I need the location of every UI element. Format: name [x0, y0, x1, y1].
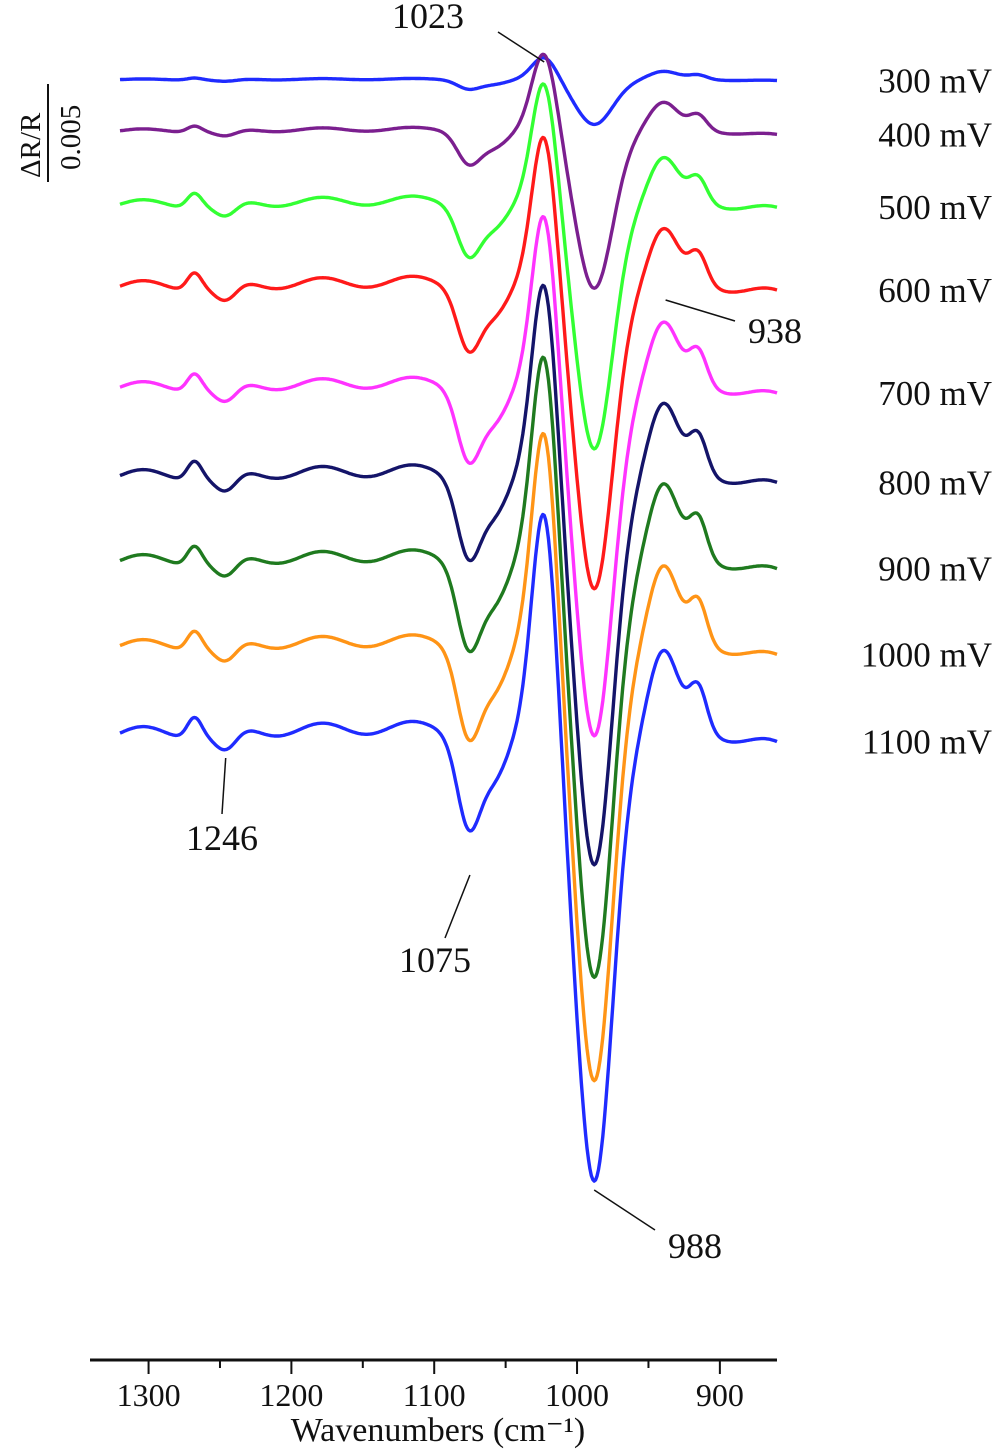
- peak-leader-line: [497, 31, 545, 63]
- x-tick-label: 1000: [545, 1377, 609, 1413]
- x-tick-label: 1200: [259, 1377, 323, 1413]
- series-line-600-mv: [119, 135, 778, 591]
- x-tick-label: 900: [696, 1377, 744, 1413]
- scale-denominator: 0.005: [55, 105, 87, 170]
- series-line-700-mv: [119, 214, 778, 738]
- series-line-1000-mv: [119, 431, 778, 1083]
- series-label: 600 mV: [878, 271, 992, 310]
- series-line-900-mv: [119, 355, 778, 979]
- peak-leader-line: [444, 874, 471, 939]
- series-line-500-mv: [119, 82, 778, 451]
- peak-leader-line: [665, 299, 736, 322]
- series-label: 1100 mV: [862, 723, 992, 762]
- scale-numerator: ΔR/R: [15, 112, 47, 178]
- series-line-1100-mv: [119, 512, 778, 1183]
- series-label: 900 mV: [878, 550, 992, 589]
- series-line-300-mv: [119, 56, 778, 127]
- peak-label: 1075: [399, 940, 471, 980]
- peak-label: 1246: [186, 818, 258, 858]
- series-label: 500 mV: [878, 188, 992, 227]
- peak-label: 1023: [392, 0, 464, 36]
- peak-label: 988: [668, 1226, 722, 1266]
- x-tick-label: 1100: [403, 1377, 466, 1413]
- series-label: 1000 mV: [861, 635, 992, 674]
- scale-bar: ΔR/R 0.005: [15, 84, 87, 182]
- peak-leader-line: [593, 1189, 656, 1231]
- series-line-800-mv: [119, 283, 778, 867]
- series-label: 700 mV: [878, 374, 992, 413]
- peak-leader-line: [221, 757, 227, 815]
- x-axis: 1300 1200 1100 1000 900: [90, 1358, 777, 1413]
- series-label: 800 mV: [878, 463, 992, 502]
- x-axis-title: Wavenumbers (cm⁻¹): [291, 1412, 585, 1449]
- series-label: 400 mV: [878, 115, 992, 154]
- series-line-400-mv: [119, 52, 778, 290]
- x-tick-label: 1300: [117, 1377, 181, 1413]
- series-label: 300 mV: [878, 61, 992, 100]
- peak-annotations: 1023 938 1246 1075 988: [186, 0, 802, 1266]
- peak-label: 938: [748, 311, 802, 351]
- series-group: 300 mV 400 mV 500 mV 600 mV 700 mV 800 mV 900 …: [119, 52, 992, 1183]
